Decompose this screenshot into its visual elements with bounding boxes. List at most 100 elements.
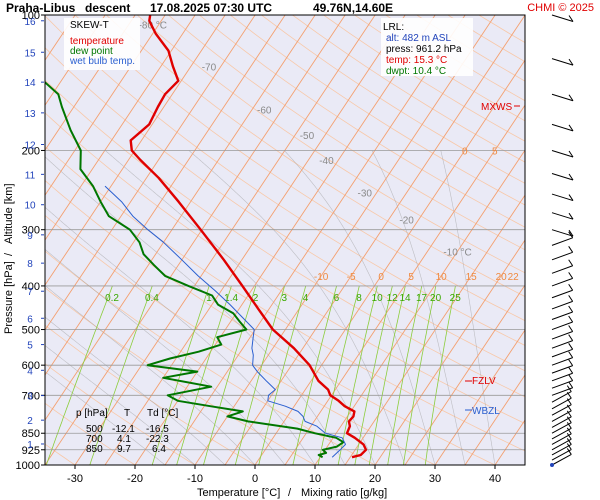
- x-tick-label: -10: [187, 473, 203, 485]
- wind-barb-flag: [568, 343, 574, 350]
- wind-barb: [551, 404, 572, 416]
- dry-adiabat: [45, 47, 525, 372]
- wind-barb-flag: [566, 404, 572, 412]
- isotherm: [555, 15, 600, 465]
- mixing-ratio-label: 1: [206, 293, 212, 304]
- x-tick-label: 10: [309, 473, 321, 485]
- wind-barb-flag: [566, 427, 572, 435]
- pressure-tick-label: 200: [22, 145, 40, 157]
- x-tick-label: -30: [67, 473, 83, 485]
- tick-layer: -30 -20 -10 0 10 20 30 401002003004005006007008…: [16, 10, 502, 485]
- mixing-ratio-label: 2: [253, 293, 259, 304]
- adiabat-label: -20: [399, 216, 414, 227]
- wind-barb-flag: [566, 432, 572, 440]
- wind-barb-flag: [568, 305, 574, 313]
- dry-adiabat: [168, 15, 525, 251]
- wind-barb: [551, 454, 572, 466]
- dry-adiabat: [199, 15, 525, 228]
- mixing-ratio-label: 14: [399, 293, 411, 304]
- isotherm: [404, 284, 525, 465]
- isotherm: [314, 149, 525, 465]
- wind-barb: [551, 387, 573, 396]
- mixing-ratio-label: 0.2: [105, 293, 119, 304]
- pressure-tick-label: 600: [22, 360, 40, 372]
- pressure-tick-label: 700: [22, 390, 40, 402]
- wind-barb-flag: [568, 359, 574, 366]
- isotherm-label: 5: [408, 272, 414, 283]
- table-cell: 6.4: [152, 444, 166, 455]
- mixing-ratio-label: 10: [372, 293, 384, 304]
- isotherm: [284, 104, 525, 465]
- pressure-tick-label: 925: [22, 445, 40, 457]
- table-header-t: T: [124, 408, 130, 419]
- y-axis-label-pressure: Pressure [hPa]: [3, 261, 15, 334]
- mixing-ratio-label: 20: [430, 293, 442, 304]
- isotherm: [45, 15, 256, 331]
- isotherm: [74, 15, 376, 465]
- wind-barb: [551, 212, 574, 220]
- wind-barb: [551, 229, 574, 237]
- mixing-ratio-label: 17: [416, 293, 428, 304]
- wind-barb-flag: [568, 58, 574, 66]
- altitude-tick-label: 10: [24, 201, 36, 212]
- wind-barb-flag: [568, 15, 574, 22]
- legend-title: SKEW-T: [70, 20, 109, 31]
- isotherm: [344, 194, 525, 465]
- legend-item-wetbulb: wet bulb temp.: [69, 56, 135, 67]
- x-axis-label-temp: Temperature [°C]: [197, 487, 280, 499]
- mixing-ratio-label: 6: [334, 293, 340, 304]
- adiabat-label: -60: [257, 105, 272, 116]
- dry-adiabat: [105, 15, 525, 297]
- dry-adiabat: [74, 15, 525, 322]
- wind-barb: [551, 422, 572, 434]
- wind-barb-flag: [566, 416, 572, 423]
- wind-barb: [551, 289, 573, 299]
- wind-barb: [551, 265, 573, 274]
- wind-barb: [551, 365, 573, 374]
- dry-adiabat: [45, 15, 525, 346]
- adiabat-label: -30: [358, 189, 373, 200]
- wind-barb: [551, 193, 574, 202]
- table-header-p: p [hPa]: [76, 408, 108, 419]
- table-cell: -16.5: [146, 424, 169, 435]
- y-axis-label-altitude: Altitude [km]: [3, 183, 15, 244]
- altitude-tick-label: 15: [24, 48, 36, 59]
- dry-adiabat: [45, 79, 525, 398]
- isotherm: [374, 239, 525, 465]
- legend-item-dewpoint: dew point: [70, 46, 113, 57]
- lrl-press: press: 961.2 hPa: [386, 44, 462, 55]
- temperature-line: [129, 15, 368, 459]
- wind-barb: [551, 380, 573, 389]
- altitude-tick-label: 5: [27, 341, 33, 352]
- wind-barb-flag: [566, 410, 572, 418]
- pressure-tick-label: 300: [22, 225, 40, 237]
- isotherm-label: -10: [314, 272, 329, 283]
- altitude-tick-label: 14: [24, 78, 36, 89]
- wind-barb-flag: [568, 374, 574, 381]
- table-cell: -22.3: [146, 434, 169, 445]
- isotherm-label: 0: [462, 146, 468, 157]
- altitude-tick-label: 9: [27, 231, 33, 242]
- table-header-td: Td [°C]: [147, 408, 178, 419]
- wind-barb-flag: [568, 150, 574, 158]
- chart-title-datetime: 17.08.2025 07:30 UTC: [150, 1, 272, 15]
- x-tick-label: 30: [429, 473, 441, 485]
- wind-barb: [551, 449, 572, 461]
- x-tick-label: -20: [127, 473, 143, 485]
- series-layer: [45, 15, 368, 459]
- adiabat-label: -50: [300, 131, 315, 142]
- isotherm-label: 22: [508, 272, 520, 283]
- wind-barb: [551, 251, 573, 261]
- table-cell: 500: [86, 424, 103, 435]
- wind-barb: [551, 311, 573, 320]
- wind-barb: [551, 427, 572, 440]
- mixing-ratio-label: 3: [282, 293, 288, 304]
- altitude-tick-label: 16: [24, 17, 36, 28]
- plot-border: [44, 14, 526, 466]
- isotherm: [45, 15, 226, 286]
- x-tick-label: 0: [252, 473, 258, 485]
- lrl-alt: alt: 482 m ASL: [386, 33, 451, 44]
- mixing-ratio-label: 0.4: [145, 293, 159, 304]
- isotherm: [464, 374, 525, 465]
